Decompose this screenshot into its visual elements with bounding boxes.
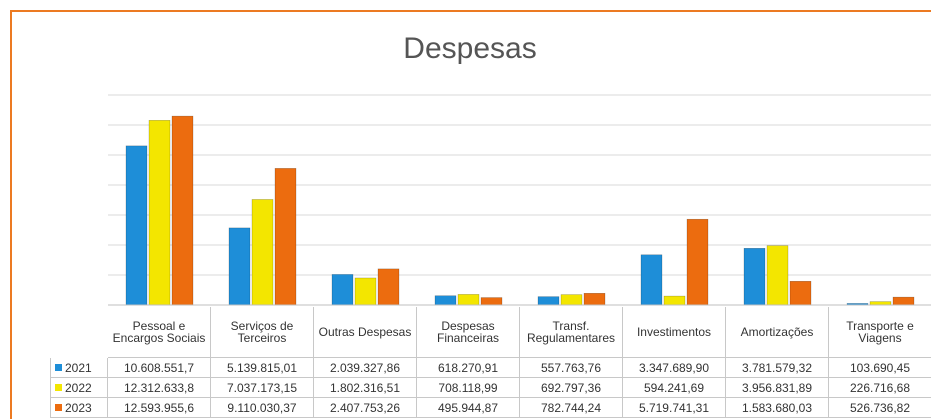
value-label: 103.690,45 [829,358,931,378]
bar [892,296,915,306]
value-label: 782.744,24 [520,398,623,418]
bar [583,293,606,306]
category-label: Transporte e Viagens [829,307,931,358]
legend-swatch [55,404,62,411]
value-label: 3.347.689,90 [623,358,726,378]
bar [125,145,148,306]
value-label: 3.956.831,89 [726,378,829,398]
legend-swatch [55,384,62,391]
bar [331,274,354,306]
value-label: 692.797,36 [520,378,623,398]
value-label: 557.763,76 [520,358,623,378]
bar [171,115,194,306]
bar [480,297,503,306]
bar [228,227,251,306]
category-label: Despesas Financeiras [417,307,520,358]
value-label: 7.037.173,15 [211,378,314,398]
chart-title: Despesas [403,32,536,65]
value-label: 5.139.815,01 [211,358,314,378]
category-label: Transf. Regulamentares [520,307,623,358]
legend-entry: 2021 [50,358,108,378]
legend-swatch [55,364,62,371]
bar [434,295,457,306]
legend-label: 2023 [65,400,92,415]
value-label: 226.716,68 [829,378,931,398]
bar [377,268,400,306]
category-label: Amortizações [726,307,829,358]
category-label: Pessoal e Encargos Sociais [108,307,211,358]
value-label: 12.593.955,6 [108,398,211,418]
bar [457,294,480,306]
value-label: 495.944,87 [417,398,520,418]
bar [274,168,297,306]
value-label: 1.802.316,51 [314,378,417,398]
bar [743,248,766,306]
bar [766,245,789,306]
bar [640,254,663,306]
value-label: 708.118,99 [417,378,520,398]
bar [148,120,171,306]
legend-entry: 2022 [50,378,108,398]
value-label: 10.608.551,7 [108,358,211,378]
chart-frame [10,10,931,419]
legend-label: 2021 [65,360,92,375]
category-label: Investimentos [623,307,726,358]
legend-label: 2022 [65,380,92,395]
value-label: 3.781.579,32 [726,358,829,378]
value-label: 1.583.680,03 [726,398,829,418]
bar [789,280,812,306]
value-label: 9.110.030,37 [211,398,314,418]
value-label: 2.039.327,86 [314,358,417,378]
bar [869,301,892,306]
value-label: 618.270,91 [417,358,520,378]
bar [560,294,583,306]
bar [354,277,377,306]
bar [251,199,274,306]
category-label: Serviços de Terceiros [211,307,314,358]
value-label: 12.312.633,8 [108,378,211,398]
legend-entry: 2023 [50,398,108,418]
value-label: 594.241,69 [623,378,726,398]
value-label: 2.407.753,26 [314,398,417,418]
value-label: 5.719.741,31 [623,398,726,418]
category-label: Outras Despesas [314,307,417,358]
bar [663,295,686,306]
bar [537,296,560,306]
value-label: 526.736,82 [829,398,931,418]
bar [686,218,709,306]
